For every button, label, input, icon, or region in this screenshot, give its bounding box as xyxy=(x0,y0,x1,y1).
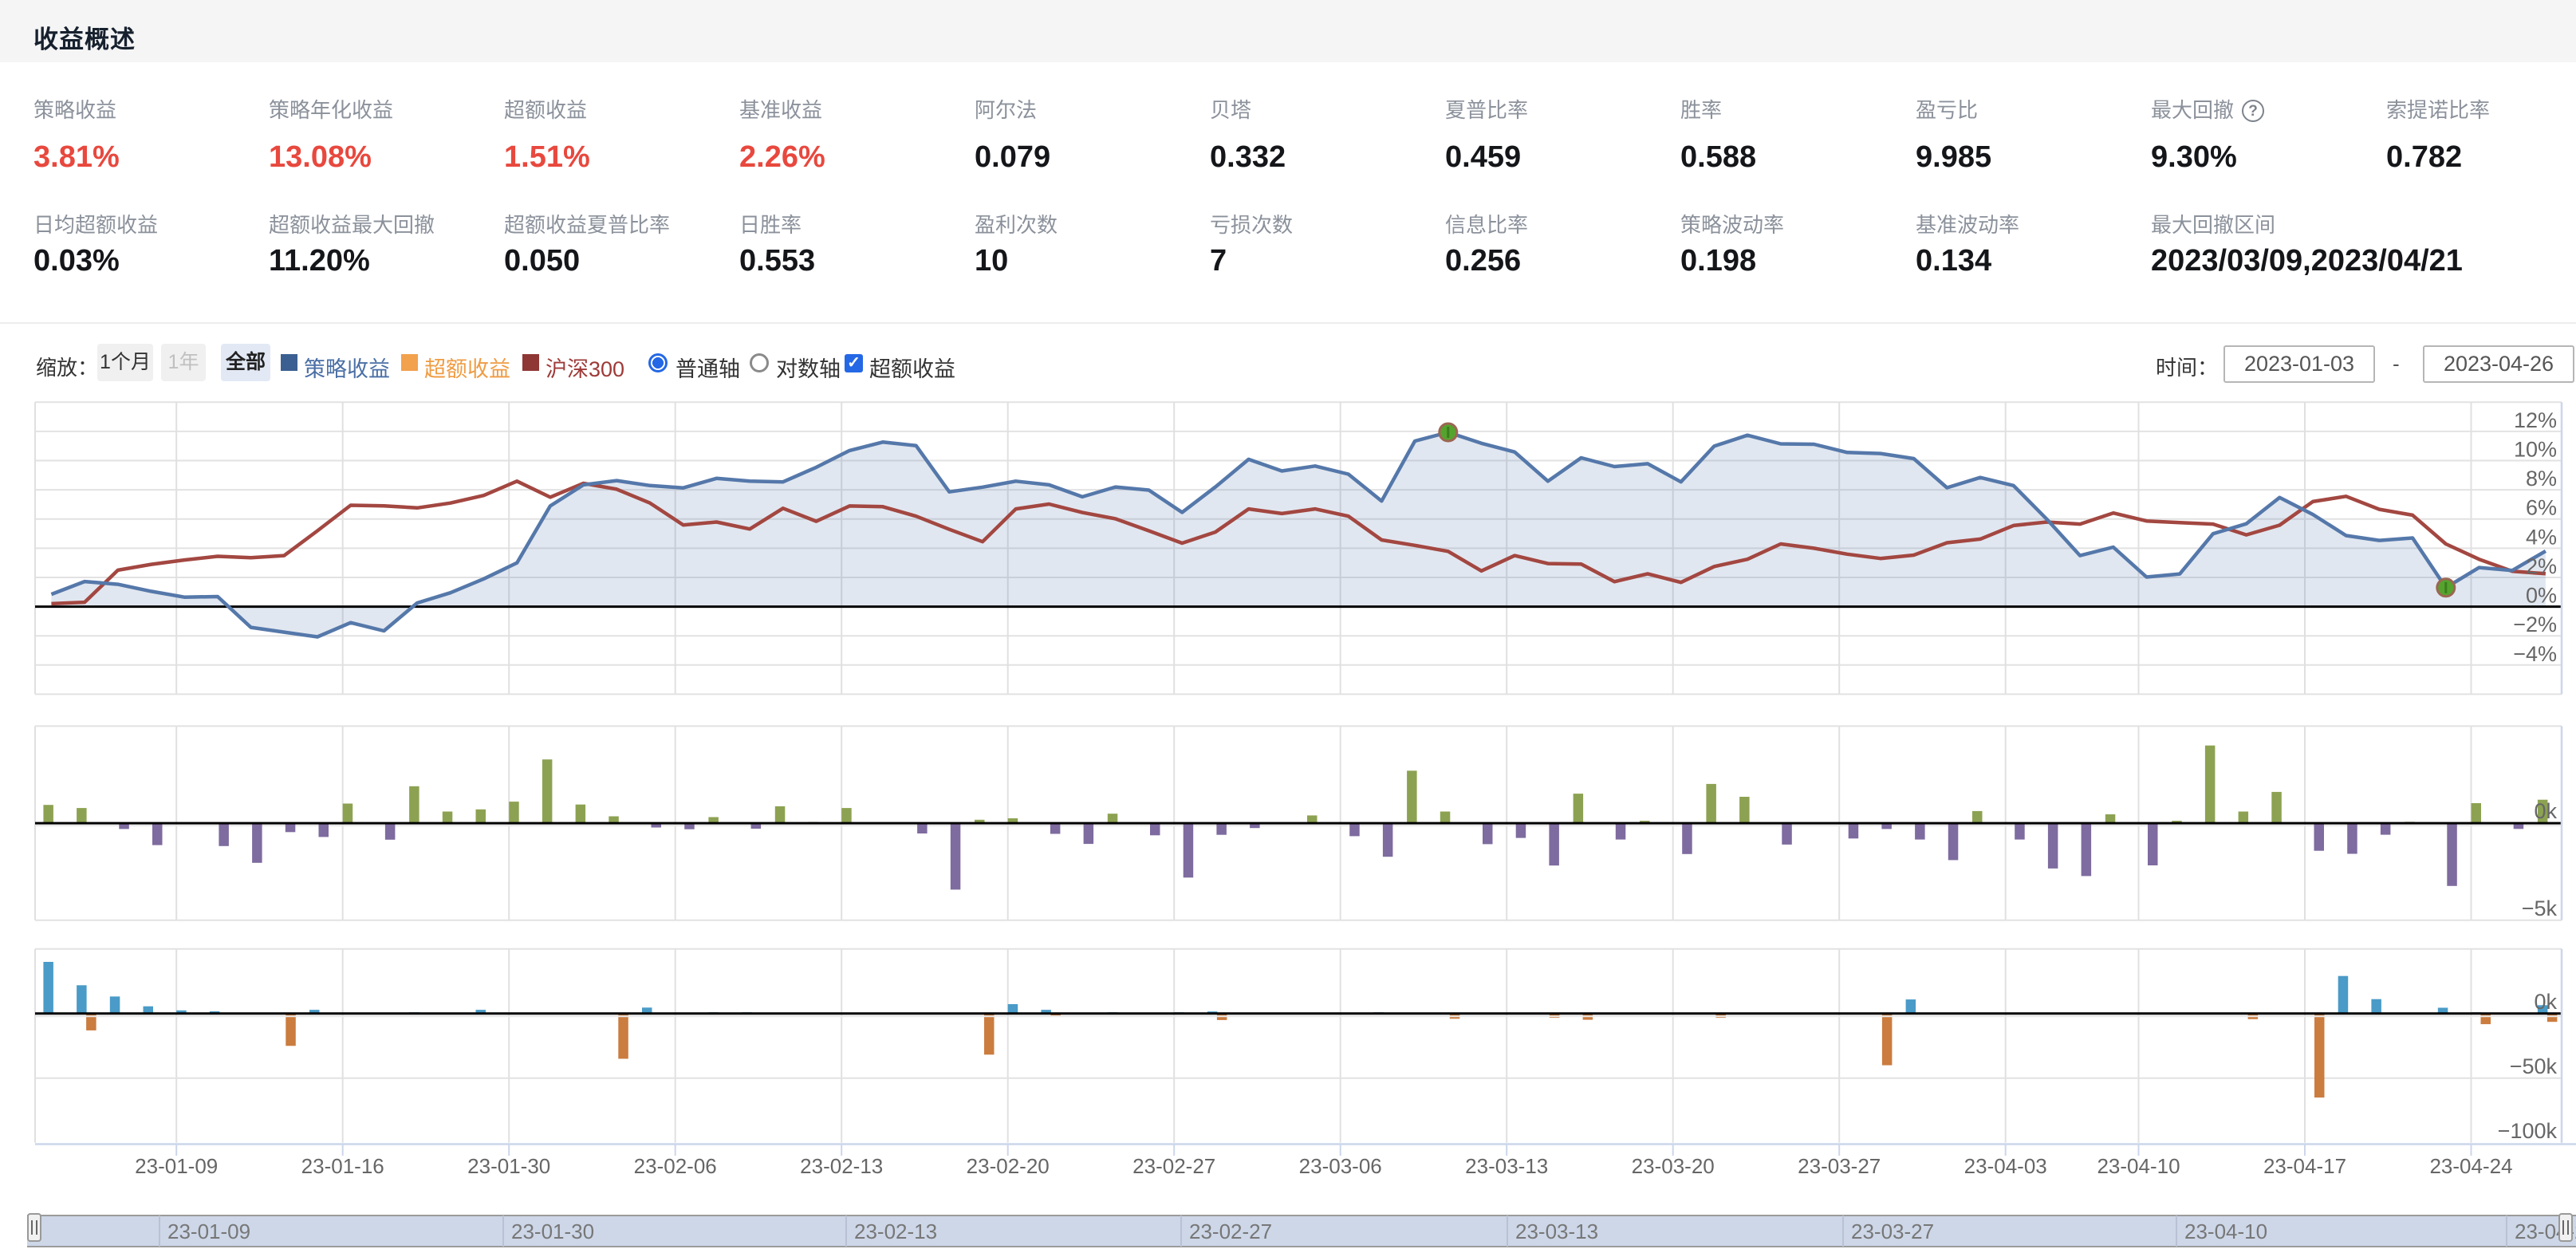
svg-text:4%: 4% xyxy=(2526,525,2557,549)
svg-text:23-04-10: 23-04-10 xyxy=(2097,1154,2180,1178)
svg-text:23-01-09: 23-01-09 xyxy=(135,1154,218,1178)
svg-text:−5k: −5k xyxy=(2522,896,2558,920)
svg-text:23-02-27: 23-02-27 xyxy=(1189,1219,1272,1243)
svg-text:23-01-09: 23-01-09 xyxy=(167,1219,250,1243)
svg-text:23-01-16: 23-01-16 xyxy=(301,1154,384,1178)
svg-text:23-02-27: 23-02-27 xyxy=(1132,1154,1215,1178)
svg-text:0k: 0k xyxy=(2534,990,2557,1014)
svg-text:23-04-17: 23-04-17 xyxy=(2263,1154,2346,1178)
svg-text:23-03-13: 23-03-13 xyxy=(1465,1154,1548,1178)
svg-text:−2%: −2% xyxy=(2513,613,2557,636)
svg-text:23-02-06: 23-02-06 xyxy=(634,1154,717,1178)
svg-text:23-04-03: 23-04-03 xyxy=(1964,1154,2047,1178)
svg-text:23-03-27: 23-03-27 xyxy=(1798,1154,1881,1178)
svg-text:23-03-27: 23-03-27 xyxy=(1851,1219,1934,1243)
svg-text:23-04-10: 23-04-10 xyxy=(2184,1219,2267,1243)
svg-text:23-03-06: 23-03-06 xyxy=(1299,1154,1382,1178)
svg-text:23-02-13: 23-02-13 xyxy=(800,1154,883,1178)
svg-text:0%: 0% xyxy=(2526,584,2557,608)
svg-text:23-01-30: 23-01-30 xyxy=(511,1219,594,1243)
svg-text:23-03-20: 23-03-20 xyxy=(1632,1154,1715,1178)
svg-text:−100k: −100k xyxy=(2498,1119,2558,1143)
svg-text:8%: 8% xyxy=(2526,467,2557,491)
svg-text:23-02-13: 23-02-13 xyxy=(854,1219,937,1243)
svg-text:10%: 10% xyxy=(2514,438,2557,462)
svg-text:23-02-20: 23-02-20 xyxy=(967,1154,1050,1178)
svg-text:23-03-13: 23-03-13 xyxy=(1515,1219,1598,1243)
svg-text:0k: 0k xyxy=(2534,799,2557,823)
svg-text:12%: 12% xyxy=(2514,408,2557,432)
svg-text:2%: 2% xyxy=(2526,554,2557,578)
svg-text:23-01-30: 23-01-30 xyxy=(467,1154,550,1178)
svg-text:−50k: −50k xyxy=(2510,1054,2558,1078)
svg-text:6%: 6% xyxy=(2526,496,2557,520)
svg-text:23-04-24: 23-04-24 xyxy=(2429,1154,2512,1178)
svg-text:−4%: −4% xyxy=(2513,642,2557,666)
